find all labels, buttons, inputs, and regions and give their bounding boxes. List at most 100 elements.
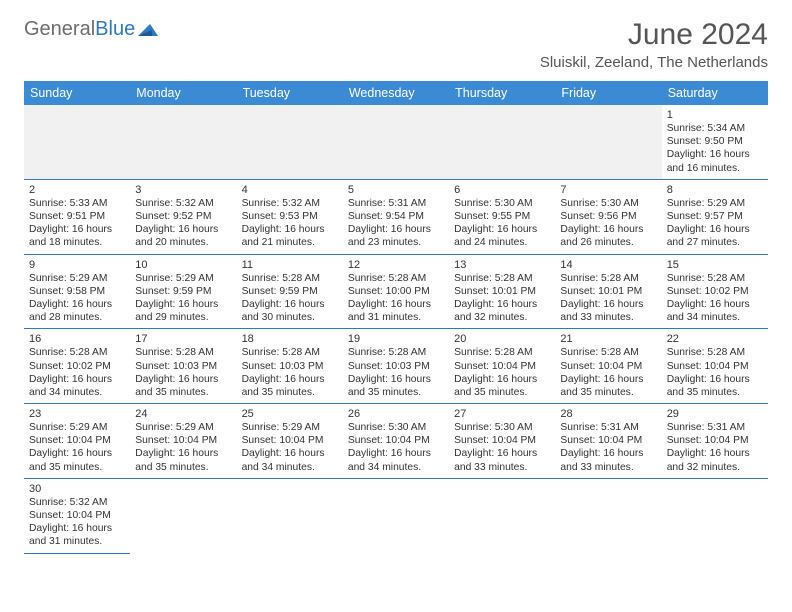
daylight1-text: Daylight: 16 hours [560, 373, 656, 386]
calendar-cell: 3Sunrise: 5:32 AMSunset: 9:52 PMDaylight… [130, 179, 236, 254]
calendar-cell-empty [24, 105, 130, 179]
daylight1-text: Daylight: 16 hours [29, 447, 125, 460]
sunrise-text: Sunrise: 5:31 AM [348, 197, 444, 210]
calendar-cell: 19Sunrise: 5:28 AMSunset: 10:03 PMDaylig… [343, 329, 449, 404]
day-header: Saturday [662, 81, 768, 105]
sunrise-text: Sunrise: 5:32 AM [135, 197, 231, 210]
logo-text-general: General [24, 18, 95, 41]
calendar-cell-empty [343, 105, 449, 179]
day-number: 3 [135, 183, 231, 197]
day-number: 18 [242, 332, 338, 346]
sunrise-text: Sunrise: 5:28 AM [242, 272, 338, 285]
sunrise-text: Sunrise: 5:30 AM [348, 421, 444, 434]
sunrise-text: Sunrise: 5:29 AM [667, 197, 763, 210]
calendar-cell-empty [449, 105, 555, 179]
day-number: 9 [29, 258, 125, 272]
daylight2-text: and 31 minutes. [29, 535, 125, 548]
daylight2-text: and 30 minutes. [242, 311, 338, 324]
sunset-text: Sunset: 10:01 PM [454, 285, 550, 298]
daylight1-text: Daylight: 16 hours [29, 223, 125, 236]
sunrise-text: Sunrise: 5:34 AM [667, 122, 763, 135]
day-header: Thursday [449, 81, 555, 105]
daylight2-text: and 16 minutes. [667, 162, 763, 175]
day-number: 28 [560, 407, 656, 421]
sunset-text: Sunset: 9:51 PM [29, 210, 125, 223]
sunrise-text: Sunrise: 5:28 AM [667, 346, 763, 359]
calendar-cell: 28Sunrise: 5:31 AMSunset: 10:04 PMDaylig… [555, 404, 661, 479]
sunrise-text: Sunrise: 5:31 AM [667, 421, 763, 434]
sunset-text: Sunset: 10:04 PM [667, 360, 763, 373]
daylight2-text: and 35 minutes. [560, 386, 656, 399]
calendar-cell: 21Sunrise: 5:28 AMSunset: 10:04 PMDaylig… [555, 329, 661, 404]
daylight2-text: and 32 minutes. [454, 311, 550, 324]
logo: GeneralBlue [24, 18, 164, 41]
logo-text-blue: Blue [95, 18, 135, 41]
sunset-text: Sunset: 9:53 PM [242, 210, 338, 223]
daylight1-text: Daylight: 16 hours [242, 223, 338, 236]
day-number: 2 [29, 183, 125, 197]
daylight2-text: and 34 minutes. [29, 386, 125, 399]
day-number: 1 [667, 108, 763, 122]
month-title: June 2024 [540, 18, 768, 52]
day-number: 24 [135, 407, 231, 421]
sunset-text: Sunset: 10:01 PM [560, 285, 656, 298]
calendar-cell: 29Sunrise: 5:31 AMSunset: 10:04 PMDaylig… [662, 404, 768, 479]
day-number: 29 [667, 407, 763, 421]
sunset-text: Sunset: 9:59 PM [135, 285, 231, 298]
daylight2-text: and 32 minutes. [667, 461, 763, 474]
sunset-text: Sunset: 9:52 PM [135, 210, 231, 223]
day-header: Friday [555, 81, 661, 105]
flag-icon [138, 22, 164, 40]
daylight2-text: and 35 minutes. [29, 461, 125, 474]
sunrise-text: Sunrise: 5:29 AM [135, 421, 231, 434]
sunrise-text: Sunrise: 5:29 AM [29, 272, 125, 285]
sunrise-text: Sunrise: 5:29 AM [242, 421, 338, 434]
day-number: 23 [29, 407, 125, 421]
daylight2-text: and 34 minutes. [348, 461, 444, 474]
daylight1-text: Daylight: 16 hours [348, 298, 444, 311]
day-number: 8 [667, 183, 763, 197]
sunset-text: Sunset: 10:04 PM [560, 434, 656, 447]
calendar-cell-empty [555, 105, 661, 179]
sunrise-text: Sunrise: 5:30 AM [454, 197, 550, 210]
sunset-text: Sunset: 10:04 PM [667, 434, 763, 447]
calendar-cell: 23Sunrise: 5:29 AMSunset: 10:04 PMDaylig… [24, 404, 130, 479]
daylight1-text: Daylight: 16 hours [667, 447, 763, 460]
header: GeneralBlue June 2024 Sluiskil, Zeeland,… [24, 18, 768, 71]
daylight1-text: Daylight: 16 hours [135, 298, 231, 311]
daylight1-text: Daylight: 16 hours [242, 298, 338, 311]
calendar-week: 9Sunrise: 5:29 AMSunset: 9:58 PMDaylight… [24, 254, 768, 329]
title-block: June 2024 Sluiskil, Zeeland, The Netherl… [540, 18, 768, 71]
sunset-text: Sunset: 9:58 PM [29, 285, 125, 298]
day-number: 25 [242, 407, 338, 421]
calendar-cell: 22Sunrise: 5:28 AMSunset: 10:04 PMDaylig… [662, 329, 768, 404]
daylight1-text: Daylight: 16 hours [348, 373, 444, 386]
sunrise-text: Sunrise: 5:33 AM [29, 197, 125, 210]
daylight1-text: Daylight: 16 hours [29, 522, 125, 535]
calendar-table: SundayMondayTuesdayWednesdayThursdayFrid… [24, 81, 768, 554]
calendar-cell-empty [130, 105, 236, 179]
calendar-head: SundayMondayTuesdayWednesdayThursdayFrid… [24, 81, 768, 105]
sunrise-text: Sunrise: 5:32 AM [242, 197, 338, 210]
calendar-cell: 8Sunrise: 5:29 AMSunset: 9:57 PMDaylight… [662, 179, 768, 254]
day-header-row: SundayMondayTuesdayWednesdayThursdayFrid… [24, 81, 768, 105]
calendar-cell: 5Sunrise: 5:31 AMSunset: 9:54 PMDaylight… [343, 179, 449, 254]
daylight2-text: and 33 minutes. [560, 311, 656, 324]
sunset-text: Sunset: 9:54 PM [348, 210, 444, 223]
daylight1-text: Daylight: 16 hours [560, 223, 656, 236]
daylight2-text: and 34 minutes. [242, 461, 338, 474]
calendar-cell-empty [449, 478, 555, 553]
calendar-cell: 13Sunrise: 5:28 AMSunset: 10:01 PMDaylig… [449, 254, 555, 329]
calendar-cell: 4Sunrise: 5:32 AMSunset: 9:53 PMDaylight… [237, 179, 343, 254]
sunrise-text: Sunrise: 5:28 AM [135, 346, 231, 359]
daylight2-text: and 27 minutes. [667, 236, 763, 249]
sunset-text: Sunset: 10:04 PM [348, 434, 444, 447]
calendar-week: 1Sunrise: 5:34 AMSunset: 9:50 PMDaylight… [24, 105, 768, 179]
sunset-text: Sunset: 10:04 PM [454, 434, 550, 447]
calendar-cell: 16Sunrise: 5:28 AMSunset: 10:02 PMDaylig… [24, 329, 130, 404]
daylight1-text: Daylight: 16 hours [560, 447, 656, 460]
sunrise-text: Sunrise: 5:29 AM [135, 272, 231, 285]
day-number: 14 [560, 258, 656, 272]
sunrise-text: Sunrise: 5:31 AM [560, 421, 656, 434]
day-number: 10 [135, 258, 231, 272]
